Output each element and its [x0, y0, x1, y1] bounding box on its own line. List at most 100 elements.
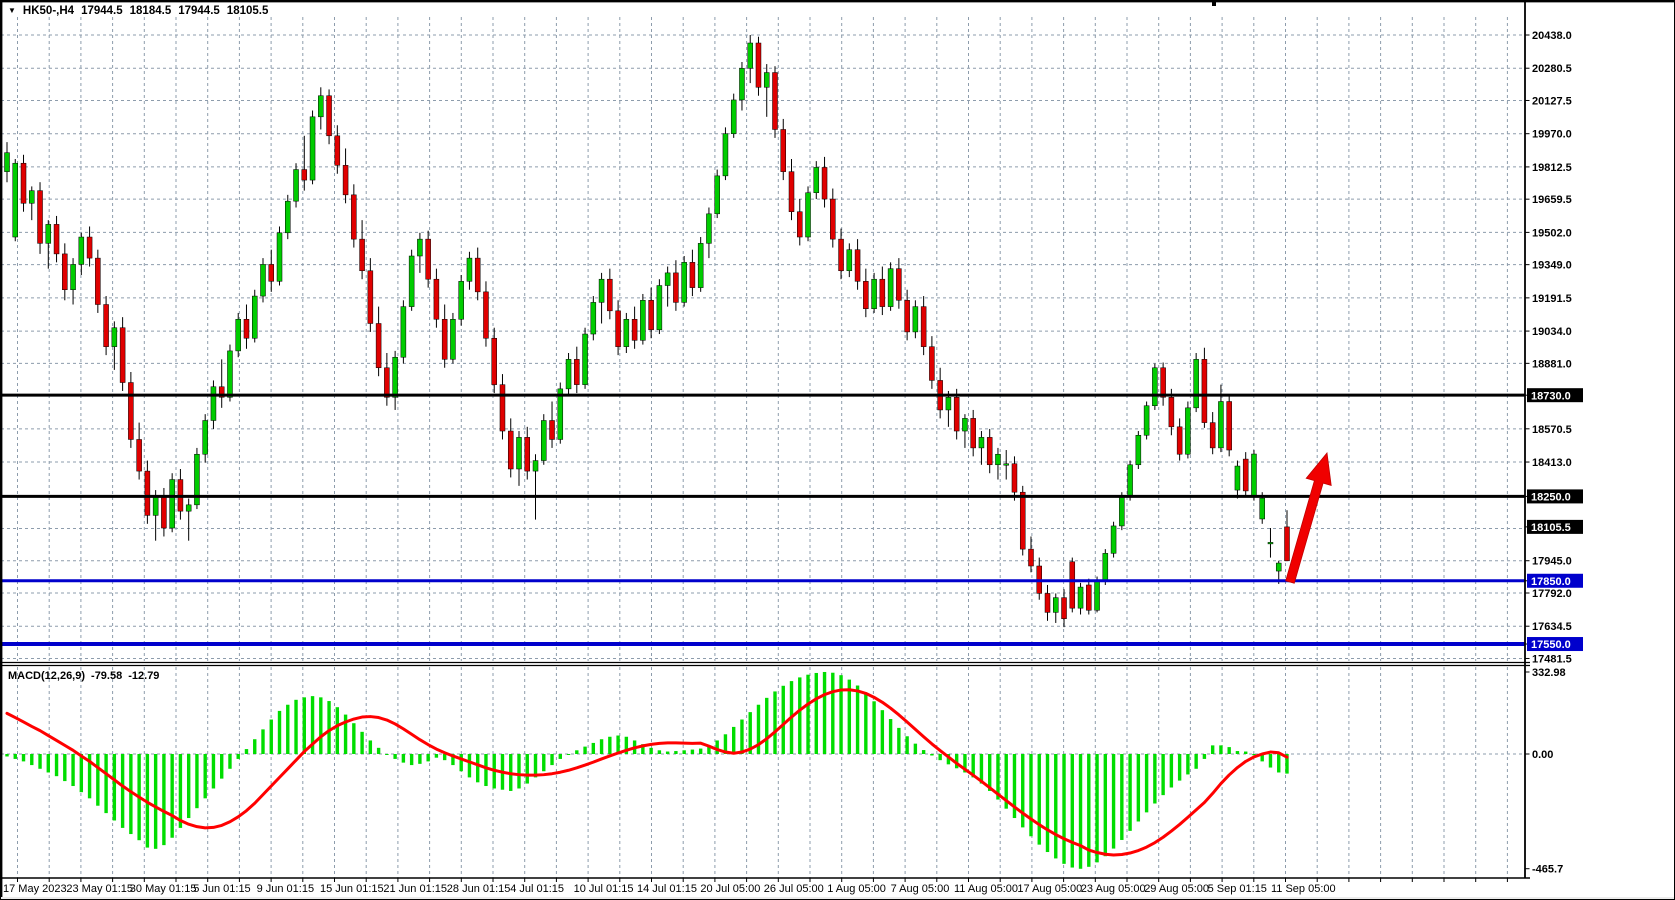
candle: [1193, 359, 1199, 409]
candle: [805, 192, 811, 238]
price-axis-label: 19034.0: [1532, 326, 1572, 338]
candle: [574, 359, 580, 385]
macd-histogram-bar: [921, 750, 926, 754]
date-axis-label: 21 Jun 01:15: [383, 883, 447, 895]
candle: [780, 129, 787, 172]
macd-signal-line: [5, 688, 1289, 857]
macd-histogram-bar: [343, 714, 348, 754]
macd-histogram-bar: [938, 754, 942, 761]
macd-histogram-bar: [831, 672, 835, 754]
candle: [970, 418, 976, 449]
macd-histogram-bar: [434, 754, 439, 758]
macd-histogram-bar: [963, 754, 967, 773]
macd-histogram-bar: [310, 696, 315, 754]
candle: [276, 232, 283, 282]
candle: [20, 162, 27, 204]
candle: [714, 175, 720, 215]
price-line-label: 18105.5: [1531, 522, 1571, 534]
quote-close: 18105.5: [226, 4, 269, 17]
candle: [1044, 593, 1051, 613]
macd-histogram-bar: [393, 754, 397, 759]
macd-histogram-bar: [5, 754, 9, 757]
candle: [1110, 525, 1117, 554]
candle: [433, 278, 440, 320]
candle: [326, 95, 332, 137]
macd-histogram-bar: [888, 719, 893, 754]
macd-histogram-bar: [1136, 754, 1141, 822]
macd-histogram-bar: [665, 751, 670, 754]
candle: [532, 460, 539, 472]
candle: [623, 319, 630, 347]
macd-histogram-bar: [1095, 754, 1099, 863]
candle: [648, 300, 654, 331]
macd-histogram-bar: [864, 692, 868, 754]
macd-histogram-bar: [286, 704, 290, 754]
candle: [111, 327, 118, 347]
macd-histogram-bar: [765, 697, 769, 754]
candle: [516, 437, 522, 470]
macd-histogram-bar: [1186, 754, 1190, 775]
macd-histogram-bar: [1244, 751, 1248, 754]
macd-histogram-bar: [946, 754, 951, 765]
candle: [62, 253, 68, 290]
candle: [846, 249, 853, 272]
candle: [400, 306, 407, 358]
candle: [524, 437, 531, 472]
candle: [590, 302, 597, 335]
macd-histogram-bar: [170, 754, 174, 838]
candle: [367, 270, 374, 324]
price-line-label: 18730.0: [1531, 390, 1571, 402]
candle: [1061, 597, 1067, 619]
candle: [218, 386, 225, 398]
candle: [1119, 496, 1125, 527]
macd-histogram-bar: [1062, 754, 1066, 864]
candle: [251, 295, 258, 339]
macd-histogram-bar: [385, 754, 389, 755]
candle: [161, 496, 167, 529]
candle: [1218, 401, 1224, 449]
macd-histogram-bar: [269, 719, 273, 754]
macd-histogram-bar: [1144, 754, 1149, 813]
candle: [260, 264, 266, 297]
macd-histogram-bar: [682, 750, 686, 754]
macd-main-value: -79.58: [91, 670, 123, 682]
candle: [755, 42, 762, 88]
candle: [986, 437, 993, 466]
candle: [334, 135, 341, 166]
macd-histogram-bar: [913, 743, 918, 754]
macd-histogram-bar: [327, 701, 331, 754]
macd-histogram-bar: [723, 734, 728, 754]
macd-axis-label: -465.7: [1532, 864, 1563, 876]
price-line-label-bg: [1527, 573, 1583, 588]
candle: [29, 190, 35, 204]
symbol-dropdown-icon[interactable]: ▼: [8, 5, 16, 15]
macd-histogram-bar: [54, 754, 59, 777]
candle: [788, 171, 795, 212]
macd-histogram-bar: [542, 754, 546, 772]
macd-histogram-bar: [459, 754, 463, 772]
price-line-label: 17850.0: [1531, 576, 1571, 588]
macd-histogram-bar: [236, 754, 240, 759]
macd-histogram-bar: [484, 754, 488, 787]
price-axis-label: 19659.5: [1532, 194, 1572, 206]
up-arrow-annotation[interactable]: [1285, 452, 1332, 584]
macd-axis-label: 0.00: [1532, 749, 1553, 761]
macd-histogram-bar: [517, 754, 521, 789]
candle: [631, 319, 638, 341]
date-axis-label: 11 Aug 05:00: [954, 883, 1018, 895]
macd-histogram-bar: [253, 739, 257, 754]
candle: [1028, 548, 1034, 567]
date-axis-label: 20 Jul 05:00: [700, 883, 760, 895]
macd-histogram-bar: [451, 754, 455, 766]
macd-histogram-bar: [566, 754, 571, 755]
candle: [408, 255, 415, 307]
price-axis-label: 20127.5: [1532, 95, 1572, 107]
macd-histogram-bar: [319, 697, 323, 754]
macd-histogram-bar: [409, 754, 414, 766]
candle: [1011, 463, 1018, 493]
candle: [1053, 597, 1059, 613]
quote-bar: ▼ HK50-,H4 17944.5 18184.5 17944.5 18105…: [8, 4, 268, 17]
candle: [1185, 407, 1191, 455]
candle: [202, 420, 208, 455]
